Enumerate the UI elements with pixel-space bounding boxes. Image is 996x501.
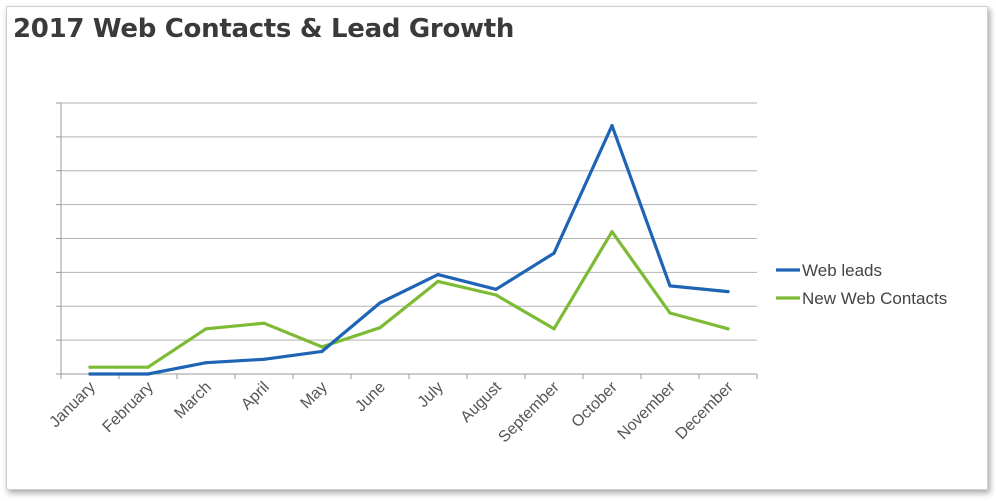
x-tick-label: June bbox=[352, 379, 389, 416]
data-point-web-leads bbox=[494, 287, 498, 291]
data-point-new-web-contacts bbox=[204, 327, 208, 331]
data-point-new-web-contacts bbox=[494, 293, 498, 297]
series-line-new-web-contacts bbox=[88, 230, 730, 369]
data-point-web-leads bbox=[726, 289, 730, 294]
series-lines bbox=[88, 123, 730, 376]
legend-label: New Web Contacts bbox=[802, 289, 947, 308]
data-point-new-web-contacts bbox=[320, 345, 324, 349]
series-line-web-leads bbox=[88, 123, 730, 376]
x-tick-label: July bbox=[415, 379, 447, 411]
data-point-web-leads bbox=[204, 361, 208, 365]
x-tick-labels: January February March April May June July Augu… bbox=[47, 378, 738, 446]
data-point-new-web-contacts bbox=[668, 311, 672, 315]
data-point-new-web-contacts bbox=[88, 365, 92, 369]
x-tick-label: November bbox=[615, 378, 680, 443]
x-tick-label: September bbox=[495, 378, 563, 446]
x-tick-label: March bbox=[171, 379, 214, 422]
data-point-new-web-contacts bbox=[262, 321, 266, 325]
data-point-new-web-contacts bbox=[726, 327, 730, 331]
data-point-web-leads bbox=[552, 251, 556, 255]
data-point-web-leads bbox=[262, 357, 266, 361]
x-tick-label: January bbox=[47, 379, 99, 431]
data-point-new-web-contacts bbox=[146, 365, 150, 369]
data-point-web-leads bbox=[668, 284, 672, 288]
data-point-new-web-contacts bbox=[378, 326, 382, 330]
x-tick-label: May bbox=[297, 379, 330, 412]
data-point-web-leads bbox=[610, 123, 614, 128]
x-tick-label: October bbox=[569, 378, 622, 431]
data-point-new-web-contacts bbox=[436, 279, 440, 284]
data-point-web-leads bbox=[436, 273, 440, 277]
data-point-web-leads bbox=[88, 372, 92, 376]
chart-title: 2017 Web Contacts & Lead Growth bbox=[13, 14, 515, 44]
x-tick-label: April bbox=[238, 379, 273, 414]
x-tick-label: December bbox=[673, 378, 738, 443]
legend: Web leads New Web Contacts bbox=[776, 261, 947, 308]
x-tick-label: February bbox=[100, 379, 157, 436]
x-tick-label: August bbox=[458, 378, 506, 426]
data-point-new-web-contacts bbox=[552, 327, 556, 331]
chart-card bbox=[6, 6, 988, 490]
data-point-web-leads bbox=[146, 372, 150, 376]
axes bbox=[56, 103, 758, 379]
data-point-new-web-contacts bbox=[610, 230, 614, 234]
data-point-web-leads bbox=[378, 301, 382, 305]
legend-label: Web leads bbox=[802, 261, 882, 280]
data-point-web-leads bbox=[320, 349, 324, 354]
